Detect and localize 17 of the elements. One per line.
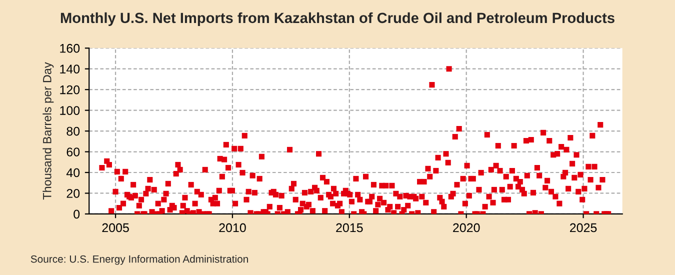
x-tick-label: 2010 [219, 223, 246, 232]
y-tick-label: 160 [60, 44, 80, 53]
x-tick-label: 2020 [453, 223, 480, 232]
chart-title: Monthly U.S. Net Imports from Kazakhstan of Crude Oil and Petroleum Products [60, 12, 614, 26]
source-note: Source: U.S. Energy Information Administration [30, 255, 248, 265]
y-tick-label: 80 [66, 126, 80, 136]
x-tick-label: 2025 [570, 223, 597, 232]
y-tick-label: 40 [66, 168, 80, 178]
y-tick-label: 120 [60, 85, 80, 94]
y-axis-title: Thousand Barrels per Day [42, 62, 54, 200]
x-tick-label: 2015 [336, 223, 363, 232]
y-tick-label: 20 [66, 189, 80, 198]
y-tick-label: 100 [60, 106, 80, 115]
y-tick-label: 0 [74, 210, 80, 219]
y-tick-label: 140 [60, 64, 80, 74]
x-tick-label: 2005 [102, 223, 129, 232]
y-tick-label: 60 [66, 148, 80, 156]
